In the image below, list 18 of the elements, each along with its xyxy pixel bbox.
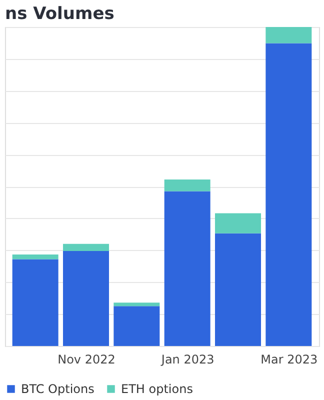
bar	[266, 27, 312, 44]
bar	[12, 254, 58, 260]
bar	[164, 191, 210, 346]
bar	[114, 302, 160, 306]
bar	[164, 179, 210, 192]
bar	[215, 233, 261, 346]
x-tick-label: Nov 2022	[58, 352, 116, 366]
legend-label: BTC Options	[21, 382, 94, 396]
bar	[114, 306, 160, 346]
bar	[215, 213, 261, 234]
x-tick-label: Jan 2023	[160, 352, 214, 366]
bar	[12, 259, 58, 346]
bar	[63, 250, 109, 346]
x-tick-label: Mar 2023	[260, 352, 318, 366]
bar	[266, 43, 312, 346]
legend-label: ETH options	[121, 382, 193, 396]
bar	[63, 244, 109, 251]
chart-title: ns Volumes	[5, 4, 114, 24]
